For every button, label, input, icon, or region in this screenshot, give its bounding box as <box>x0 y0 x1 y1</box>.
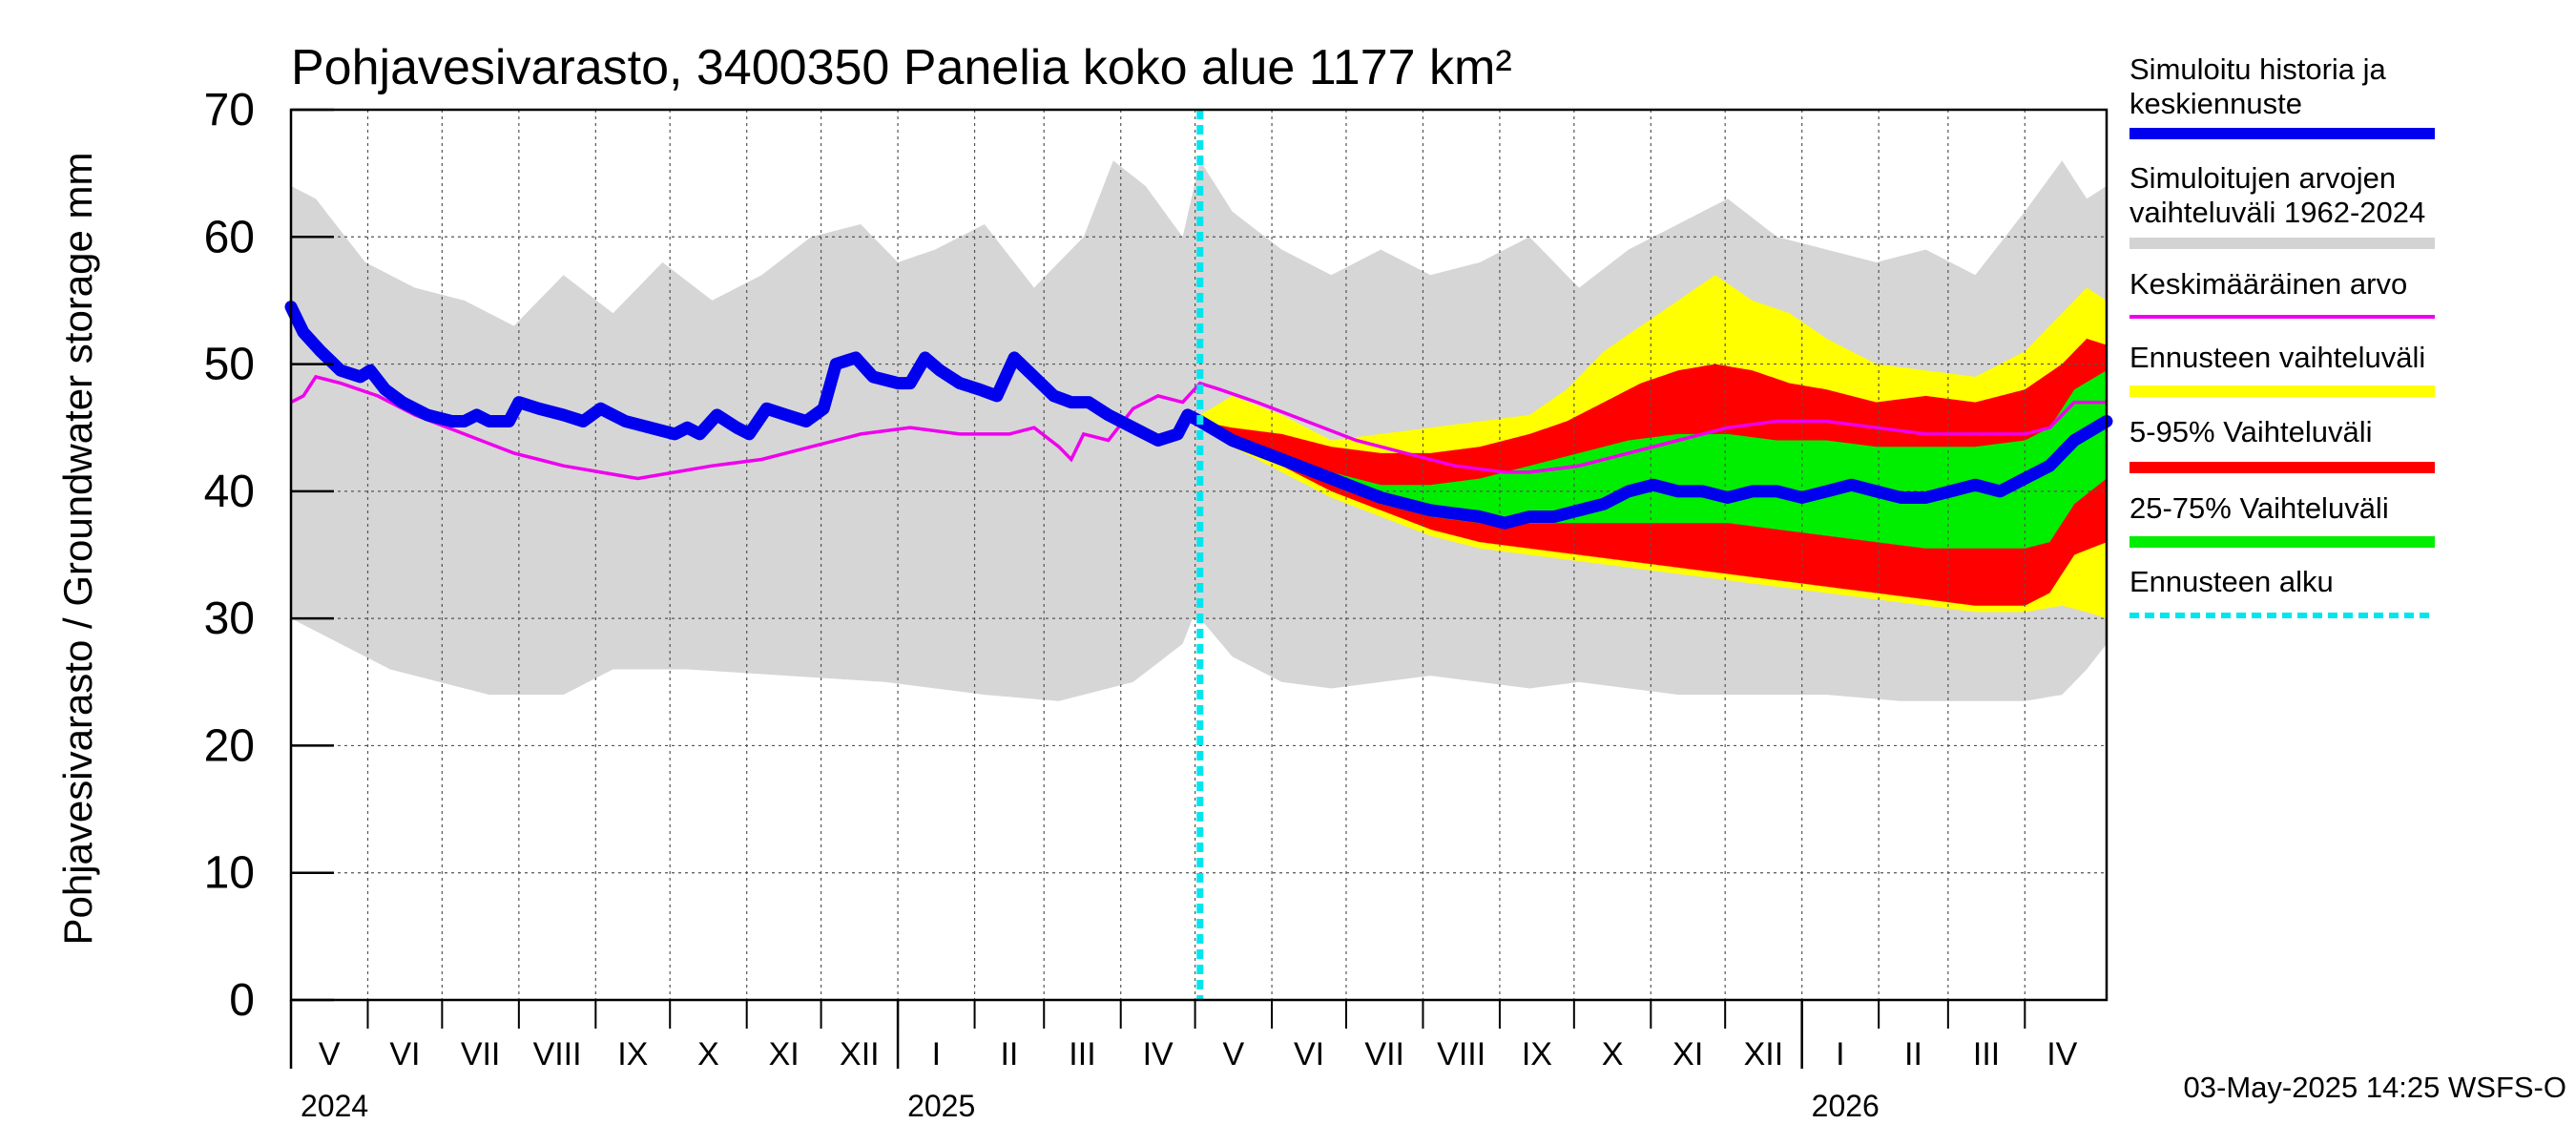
legend-label-line: Simuloitu historia ja <box>2129 52 2387 86</box>
y-tick-label: 10 <box>204 848 255 899</box>
legend-label: 25-75% Vaihteluväli <box>2129 491 2389 525</box>
x-year-label: 2024 <box>301 1089 368 1123</box>
legend-label: Ennusteen vaihteluväli <box>2129 341 2425 374</box>
legend-label-line: Simuloitujen arvojen <box>2129 161 2396 195</box>
y-tick-label: 70 <box>204 85 255 135</box>
legend-label: Ennusteen alku <box>2129 565 2334 598</box>
x-month-label: IV <box>1143 1036 1174 1072</box>
y-axis-label: Pohjavesivarasto / Groundwater storage m… <box>55 152 100 945</box>
x-month-label: V <box>1223 1036 1245 1072</box>
history-median-line <box>284 301 2113 530</box>
footer-timestamp: 03-May-2025 14:25 WSFS-O <box>2184 1071 2566 1104</box>
legend-label-line: keskiennuste <box>2129 87 2302 120</box>
x-month-label: XII <box>1744 1036 1784 1072</box>
x-month-label: VII <box>1364 1036 1404 1072</box>
x-month-label: X <box>697 1036 719 1072</box>
x-month-label: II <box>1904 1036 1922 1072</box>
x-month-label: II <box>1000 1036 1018 1072</box>
x-month-label: IX <box>1522 1036 1552 1072</box>
legend-label: Keskimääräinen arvo <box>2129 267 2407 301</box>
x-month-label: V <box>319 1036 341 1072</box>
x-month-label: VIII <box>533 1036 582 1072</box>
x-month-label: XII <box>840 1036 880 1072</box>
chart-title: Pohjavesivarasto, 3400350 Panelia koko a… <box>291 40 1512 95</box>
x-month-label: VI <box>1294 1036 1324 1072</box>
x-month-label: IV <box>2046 1036 2077 1072</box>
legend: Simuloitu historia ja keskiennusteSimuloi… <box>2129 52 2435 618</box>
legend-label: Simuloitujen arvojen vaihteluväli 1962-20… <box>2129 161 2425 229</box>
y-tick-label: 20 <box>204 720 255 771</box>
x-month-label: VII <box>461 1036 501 1072</box>
x-month-label: VIII <box>1437 1036 1485 1072</box>
x-month-label: I <box>932 1036 941 1072</box>
x-month-label: III <box>1069 1036 1095 1072</box>
x-month-label: IX <box>617 1036 648 1072</box>
x-year-label: 2025 <box>907 1089 975 1123</box>
y-tick-label: 60 <box>204 212 255 262</box>
x-year-label: 2026 <box>1812 1089 1880 1123</box>
x-month-label: I <box>1836 1036 1844 1072</box>
x-month-label: XI <box>769 1036 800 1072</box>
legend-label: Simuloitu historia ja keskiennuste <box>2129 52 2387 120</box>
plot-lines <box>284 110 2113 1000</box>
x-month-label: III <box>1973 1036 2000 1072</box>
y-tick-label: 0 <box>229 975 255 1026</box>
x-month-label: XI <box>1672 1036 1703 1072</box>
legend-label: 5-95% Vaihteluväli <box>2129 415 2372 448</box>
y-tick-label: 40 <box>204 467 255 517</box>
x-month-label: VI <box>389 1036 420 1072</box>
legend-label-line: vaihteluväli 1962-2024 <box>2129 196 2425 229</box>
y-tick-label: 30 <box>204 593 255 644</box>
x-month-label: X <box>1602 1036 1624 1072</box>
plot-frame <box>289 108 2109 1002</box>
y-tick-label: 50 <box>204 340 255 390</box>
